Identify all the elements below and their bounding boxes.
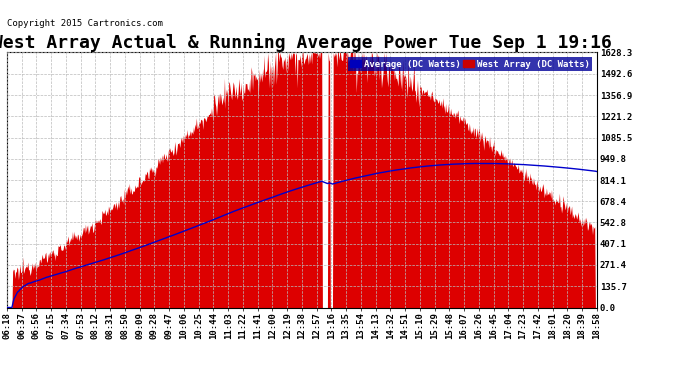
Text: Copyright 2015 Cartronics.com: Copyright 2015 Cartronics.com [7, 19, 163, 28]
Legend: Average (DC Watts), West Array (DC Watts): Average (DC Watts), West Array (DC Watts… [348, 57, 592, 71]
Title: West Array Actual & Running Average Power Tue Sep 1 19:16: West Array Actual & Running Average Powe… [0, 33, 612, 53]
